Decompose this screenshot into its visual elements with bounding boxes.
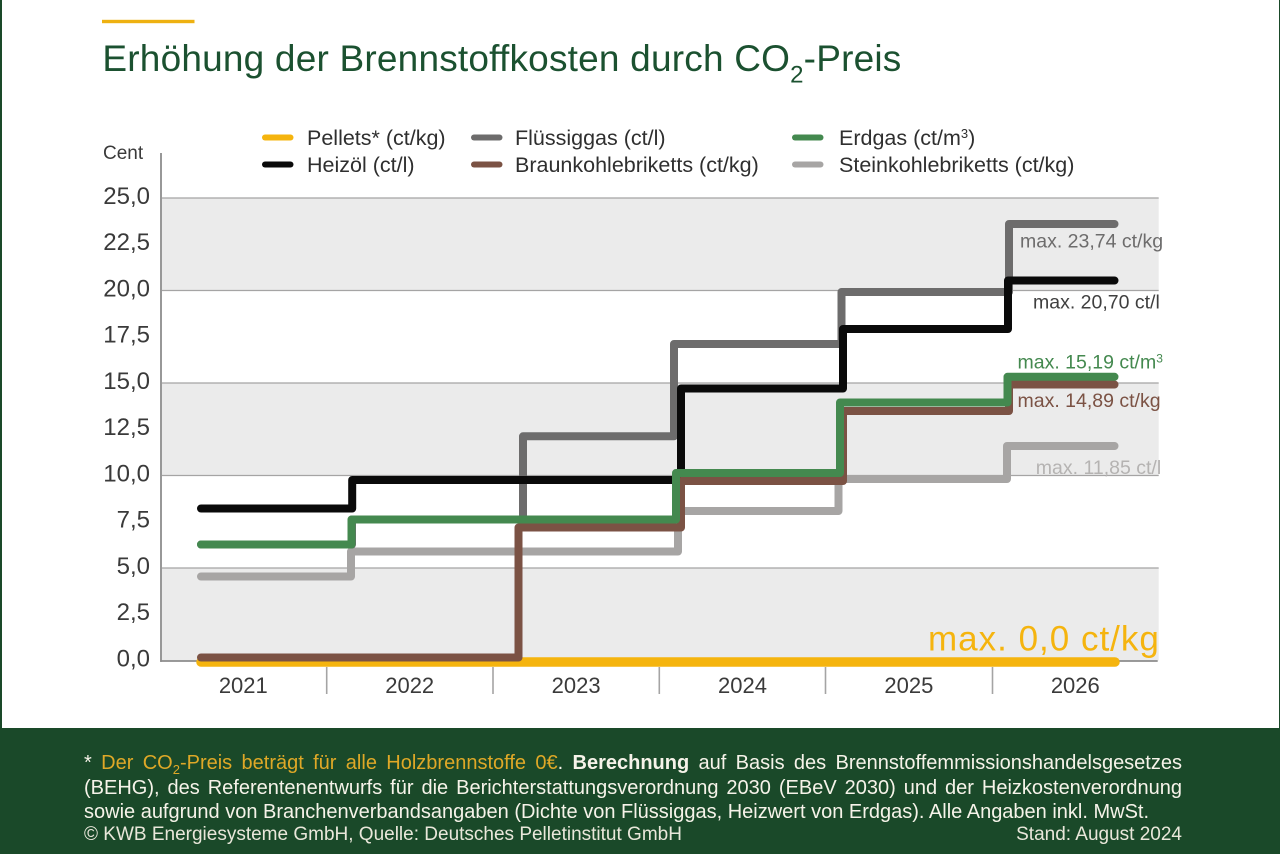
svg-text:17,5: 17,5 <box>103 322 150 349</box>
svg-text:max. 15,19 ct/m3: max. 15,19 ct/m3 <box>1018 351 1164 373</box>
svg-text:25,0: 25,0 <box>103 183 150 210</box>
svg-text:2022: 2022 <box>385 673 434 698</box>
svg-text:2024: 2024 <box>718 673 767 698</box>
svg-text:Erhöhung der Brennstoffkosten: Erhöhung der Brennstoffkosten durch CO2-… <box>102 38 901 89</box>
svg-text:10,0: 10,0 <box>103 460 150 487</box>
svg-text:Pellets* (ct/kg): Pellets* (ct/kg) <box>307 126 446 150</box>
svg-text:Braunkohlebriketts (ct/kg): Braunkohlebriketts (ct/kg) <box>515 153 759 177</box>
svg-text:Heizöl (ct/l): Heizöl (ct/l) <box>307 153 415 177</box>
svg-text:max. 20,70 ct/l: max. 20,70 ct/l <box>1033 292 1160 314</box>
svg-text:max. 0,0 ct/kg: max. 0,0 ct/kg <box>928 619 1160 658</box>
svg-text:2025: 2025 <box>884 673 933 698</box>
svg-text:12,5: 12,5 <box>103 414 150 441</box>
svg-text:max. 14,89 ct/kg: max. 14,89 ct/kg <box>1018 390 1161 412</box>
svg-text:2023: 2023 <box>552 673 601 698</box>
svg-text:Erdgas (ct/m3): Erdgas (ct/m3) <box>839 126 975 150</box>
svg-text:2026: 2026 <box>1051 673 1100 698</box>
svg-text:7,5: 7,5 <box>117 507 150 534</box>
svg-text:20,0: 20,0 <box>103 275 150 302</box>
svg-text:max. 11,85 ct/l: max. 11,85 ct/l <box>1036 457 1161 479</box>
svg-text:Cent: Cent <box>103 143 144 164</box>
svg-text:15,0: 15,0 <box>103 368 150 395</box>
svg-text:2,5: 2,5 <box>117 599 150 626</box>
svg-text:Steinkohlebriketts (ct/kg): Steinkohlebriketts (ct/kg) <box>839 153 1074 177</box>
svg-text:Flüssiggas (ct/l): Flüssiggas (ct/l) <box>515 126 666 150</box>
svg-text:5,0: 5,0 <box>117 553 150 580</box>
svg-text:22,5: 22,5 <box>103 229 150 256</box>
svg-text:max. 23,74 ct/kg: max. 23,74 ct/kg <box>1020 230 1163 252</box>
svg-text:0,0: 0,0 <box>117 645 150 672</box>
svg-text:2021: 2021 <box>219 673 268 698</box>
